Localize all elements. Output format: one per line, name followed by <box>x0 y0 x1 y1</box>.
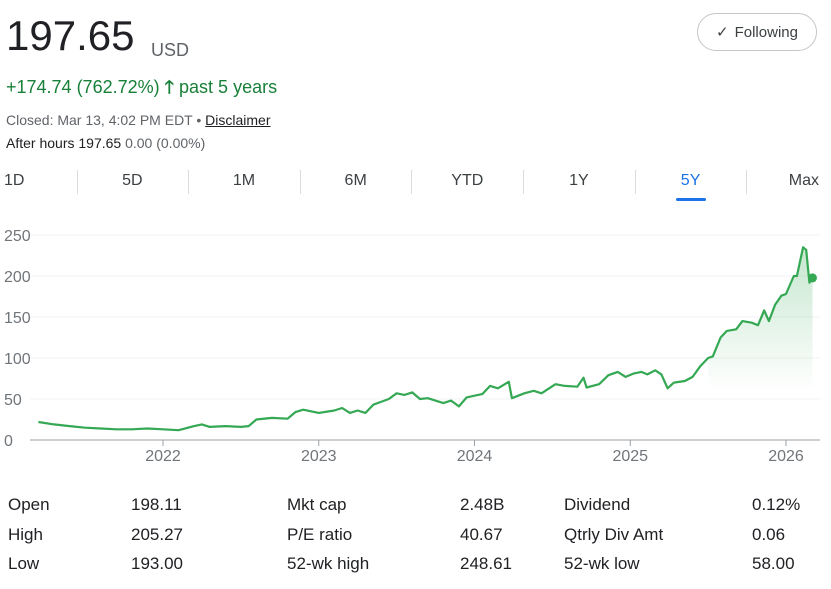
after-hours-price: 197.65 <box>78 135 122 151</box>
after-hours: After hours 197.65 0.00 (0.00%) <box>6 135 205 151</box>
y-tick-label: 250 <box>4 228 31 245</box>
stat-value: 58.00 <box>752 554 795 573</box>
tab-1y[interactable]: 1Y <box>523 166 635 198</box>
area-fill <box>708 247 813 391</box>
tab-6m[interactable]: 6M <box>299 166 412 198</box>
stat-value: 40.67 <box>460 524 503 544</box>
arrow-up-icon: 🡑 <box>164 77 175 97</box>
y-tick-label: 0 <box>4 433 13 450</box>
tab-ytd[interactable]: YTD <box>411 166 523 198</box>
stat-label: High <box>8 524 43 544</box>
price-change: +174.74 (762.72%) 🡑 past 5 years <box>6 75 277 105</box>
after-hours-label: After hours <box>6 135 75 151</box>
x-tick-label: 2023 <box>301 448 337 465</box>
price-line <box>38 246 814 432</box>
price: 197.65 <box>6 12 135 59</box>
stat-label: Low <box>8 554 40 573</box>
stat-value: 198.11 <box>131 495 182 514</box>
after-hours-change: 0.00 (0.00%) <box>125 135 206 151</box>
y-tick-label: 50 <box>4 392 22 409</box>
change-value: +174.74 (762.72%) <box>6 77 160 97</box>
stat-value: 205.27 <box>131 524 183 544</box>
stat-label: 52-wk high <box>287 554 370 573</box>
following-label: Following <box>734 23 798 41</box>
stat-label: Mkt cap <box>287 495 347 514</box>
disclaimer-link[interactable]: Disclaimer <box>205 112 271 128</box>
x-tick-label: 2024 <box>457 448 493 465</box>
tab-5d[interactable]: 5D <box>76 166 189 198</box>
y-tick-label: 150 <box>4 310 31 327</box>
x-tick-label: 2025 <box>612 448 648 465</box>
stat-label: Dividend <box>564 495 631 514</box>
tab-1d[interactable]: 1D <box>4 172 25 189</box>
tab-max[interactable]: Max <box>746 166 831 198</box>
tab-1m[interactable]: 1M <box>188 166 300 198</box>
check-icon: ✓ <box>716 24 729 41</box>
y-tick-label: 100 <box>4 351 31 368</box>
separator: • <box>196 112 202 128</box>
stat-value: 248.61 <box>460 554 512 573</box>
stat-label: Open <box>8 495 50 514</box>
tab-5y[interactable]: 5Y <box>634 166 747 201</box>
following-button[interactable]: ✓ Following <box>697 13 817 51</box>
status-text: Closed: Mar 13, 4:02 PM EDT <box>6 112 193 128</box>
current-price-dot <box>807 273 817 283</box>
range-tabs: 1D 5D 1M 6M YTD 1Y 5Y Max <box>0 166 831 201</box>
stat-label: 52-wk low <box>564 554 640 573</box>
market-status: Closed: Mar 13, 4:02 PM EDT • Disclaimer <box>6 112 271 128</box>
stat-value: 0.06 <box>752 524 786 544</box>
stat-label: P/E ratio <box>287 524 353 544</box>
stat-value: 193.00 <box>131 554 183 573</box>
stat-value: 0.12% <box>752 495 801 514</box>
x-tick-label: 2022 <box>145 448 181 465</box>
currency: USD <box>151 40 190 60</box>
stat-label: Qtrly Div Amt <box>564 524 664 544</box>
change-period: past 5 years <box>179 77 278 97</box>
stat-value: 2.48B <box>460 495 505 514</box>
price-chart[interactable]: 0 50 100 150 200 250 2022 2023 2024 2025 2026 <box>0 220 831 470</box>
y-tick-label: 200 <box>4 269 31 286</box>
x-tick-label: 2026 <box>768 448 804 465</box>
